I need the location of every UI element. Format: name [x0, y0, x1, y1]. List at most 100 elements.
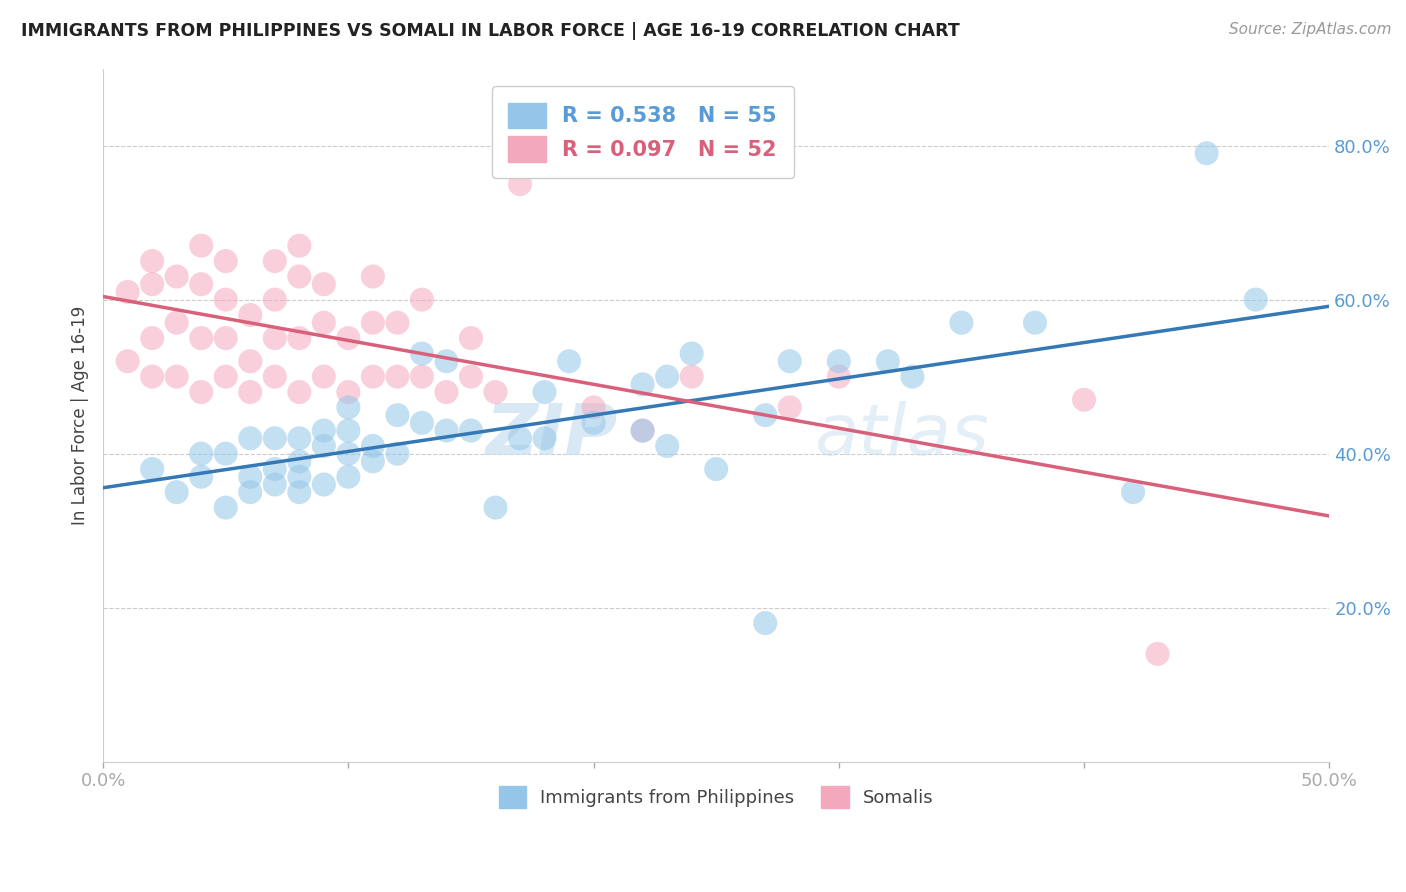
Point	[288, 238, 311, 252]
Point	[657, 369, 679, 384]
Point	[460, 369, 482, 384]
Point	[436, 424, 458, 438]
Point	[657, 439, 679, 453]
Point	[387, 408, 409, 422]
Point	[631, 424, 654, 438]
Point	[263, 254, 285, 268]
Point	[239, 469, 262, 483]
Text: atlas: atlas	[814, 401, 988, 470]
Point	[312, 369, 335, 384]
Point	[215, 447, 238, 461]
Point	[484, 500, 506, 515]
Point	[484, 385, 506, 400]
Point	[411, 293, 433, 307]
Point	[215, 293, 238, 307]
Point	[263, 369, 285, 384]
Point	[288, 331, 311, 345]
Point	[337, 447, 360, 461]
Point	[387, 316, 409, 330]
Text: IMMIGRANTS FROM PHILIPPINES VS SOMALI IN LABOR FORCE | AGE 16-19 CORRELATION CHA: IMMIGRANTS FROM PHILIPPINES VS SOMALI IN…	[21, 22, 960, 40]
Point	[312, 316, 335, 330]
Point	[828, 369, 851, 384]
Point	[1073, 392, 1095, 407]
Point	[901, 369, 924, 384]
Point	[190, 277, 212, 292]
Point	[337, 385, 360, 400]
Point	[631, 424, 654, 438]
Point	[1146, 647, 1168, 661]
Point	[509, 177, 531, 191]
Point	[387, 447, 409, 461]
Point	[950, 316, 973, 330]
Point	[828, 354, 851, 368]
Point	[1024, 316, 1046, 330]
Point	[215, 369, 238, 384]
Point	[509, 431, 531, 445]
Point	[166, 316, 188, 330]
Point	[411, 416, 433, 430]
Text: ZIP: ZIP	[486, 401, 619, 470]
Point	[779, 354, 801, 368]
Point	[361, 454, 384, 468]
Point	[361, 269, 384, 284]
Point	[337, 401, 360, 415]
Legend: Immigrants from Philippines, Somalis: Immigrants from Philippines, Somalis	[492, 779, 941, 815]
Text: Source: ZipAtlas.com: Source: ZipAtlas.com	[1229, 22, 1392, 37]
Point	[288, 385, 311, 400]
Point	[337, 331, 360, 345]
Point	[411, 346, 433, 360]
Point	[263, 431, 285, 445]
Point	[117, 354, 139, 368]
Point	[312, 277, 335, 292]
Point	[141, 254, 163, 268]
Point	[312, 439, 335, 453]
Point	[337, 424, 360, 438]
Point	[754, 616, 776, 631]
Point	[361, 316, 384, 330]
Point	[288, 454, 311, 468]
Point	[681, 346, 703, 360]
Point	[190, 447, 212, 461]
Point	[754, 408, 776, 422]
Point	[215, 500, 238, 515]
Point	[263, 462, 285, 476]
Point	[263, 293, 285, 307]
Point	[460, 331, 482, 345]
Point	[263, 331, 285, 345]
Point	[337, 469, 360, 483]
Point	[166, 269, 188, 284]
Point	[361, 369, 384, 384]
Point	[239, 431, 262, 445]
Point	[166, 369, 188, 384]
Point	[411, 369, 433, 384]
Point	[215, 254, 238, 268]
Point	[436, 354, 458, 368]
Point	[1244, 293, 1267, 307]
Point	[533, 385, 555, 400]
Point	[582, 416, 605, 430]
Point	[166, 485, 188, 500]
Point	[779, 401, 801, 415]
Point	[263, 477, 285, 491]
Point	[239, 308, 262, 322]
Point	[1195, 146, 1218, 161]
Point	[190, 238, 212, 252]
Point	[117, 285, 139, 299]
Point	[190, 331, 212, 345]
Point	[361, 439, 384, 453]
Point	[141, 277, 163, 292]
Point	[239, 385, 262, 400]
Point	[460, 424, 482, 438]
Point	[190, 385, 212, 400]
Point	[215, 331, 238, 345]
Point	[387, 369, 409, 384]
Point	[533, 431, 555, 445]
Point	[681, 369, 703, 384]
Point	[876, 354, 898, 368]
Y-axis label: In Labor Force | Age 16-19: In Labor Force | Age 16-19	[72, 306, 89, 524]
Point	[239, 354, 262, 368]
Point	[239, 485, 262, 500]
Point	[436, 385, 458, 400]
Point	[288, 269, 311, 284]
Point	[704, 462, 727, 476]
